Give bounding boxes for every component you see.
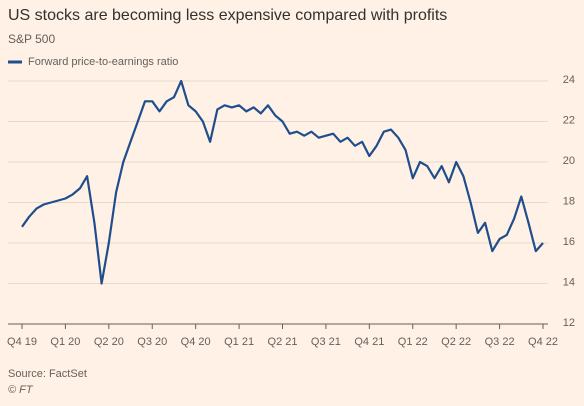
x-tick-label: Q1 21 (224, 336, 254, 348)
x-tick-label: Q1 22 (398, 336, 428, 348)
credit: © FT (8, 384, 34, 396)
y-tick-label: 18 (563, 195, 575, 207)
x-tick-label: Q3 20 (137, 336, 167, 348)
y-tick-label: 16 (563, 236, 575, 248)
legend-label: Forward price-to-earnings ratio (28, 56, 178, 68)
x-tick-label: Q4 20 (181, 336, 211, 348)
source: Source: FactSet (8, 368, 87, 380)
x-tick-label: Q4 21 (354, 336, 384, 348)
chart-title: US stocks are becoming less expensive co… (8, 7, 447, 24)
x-tick-label: Q3 22 (485, 336, 515, 348)
x-tick-label: Q2 20 (94, 336, 124, 348)
x-tick-label: Q2 22 (441, 336, 471, 348)
chart-subtitle: S&P 500 (8, 32, 55, 46)
x-tick-label: Q4 19 (7, 336, 37, 348)
x-tick-label: Q4 22 (528, 336, 558, 348)
line (21, 79, 544, 285)
x-tick-label: Q3 21 (311, 336, 341, 348)
x-tick-label: Q2 21 (268, 336, 298, 348)
y-tick-label: 14 (563, 276, 575, 288)
y-tick-label: 22 (563, 114, 575, 126)
y-tick-label: 24 (563, 74, 575, 86)
x-tick-label: Q1 20 (50, 336, 80, 348)
y-tick-label: 20 (563, 155, 575, 167)
y-tick-label: 12 (563, 317, 575, 329)
